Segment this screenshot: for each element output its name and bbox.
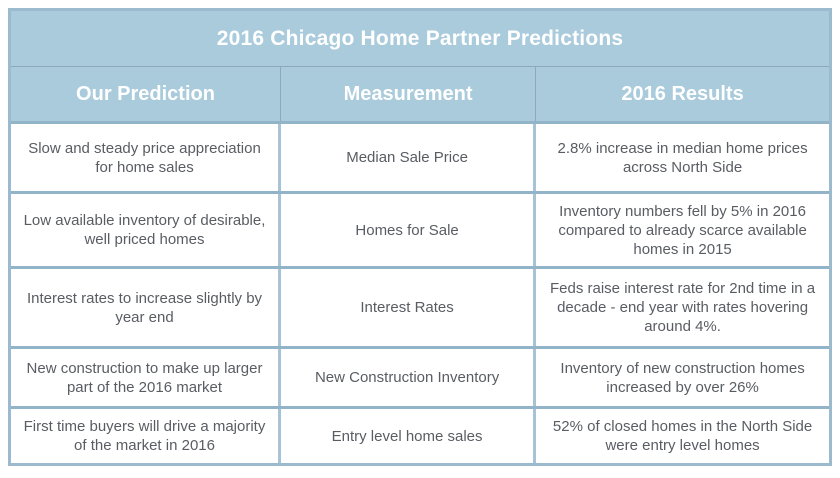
column-header-prediction: Our Prediction (11, 67, 282, 121)
measurement-cell: Interest Rates (281, 269, 537, 346)
result-cell: Inventory of new construction homes incr… (560, 359, 805, 396)
measurement-cell: Median Sale Price (281, 124, 537, 191)
prediction-cell: Low available inventory of desirable, we… (11, 194, 282, 266)
column-header-measurement: Measurement (281, 67, 537, 121)
table-row: Slow and steady price appreciation for h… (11, 121, 829, 191)
prediction-cell: New construction to make up larger part … (11, 349, 282, 406)
result-cell: Feds raise interest rate for 2nd time in… (550, 280, 816, 335)
measurement-cell: Homes for Sale (281, 194, 537, 266)
prediction-cell: First time buyers will drive a majority … (11, 409, 282, 463)
measurement-cell: Entry level home sales (281, 409, 537, 463)
result-cell: 52% of closed homes in the North Side we… (552, 418, 813, 454)
table-header-row: Our Prediction Measurement 2016 Results (11, 67, 829, 121)
table-row: First time buyers will drive a majority … (11, 406, 829, 463)
table-title: 2016 Chicago Home Partner Predictions (11, 11, 829, 67)
prediction-cell: Slow and steady price appreciation for h… (11, 124, 282, 191)
column-header-results: 2016 Results (621, 82, 744, 105)
table-row: Low available inventory of desirable, we… (11, 191, 829, 266)
table-row: New construction to make up larger part … (11, 346, 829, 406)
result-cell: Inventory numbers fell by 5% in 2016 com… (558, 202, 807, 258)
measurement-cell: New Construction Inventory (281, 349, 537, 406)
result-cell: 2.8% increase in median home prices acro… (557, 139, 808, 176)
prediction-cell: Interest rates to increase slightly by y… (11, 269, 282, 346)
table-title-text: 2016 Chicago Home Partner Predictions (216, 26, 624, 50)
table-row: Interest rates to increase slightly by y… (11, 266, 829, 346)
predictions-table: 2016 Chicago Home Partner Predictions Ou… (8, 8, 832, 466)
